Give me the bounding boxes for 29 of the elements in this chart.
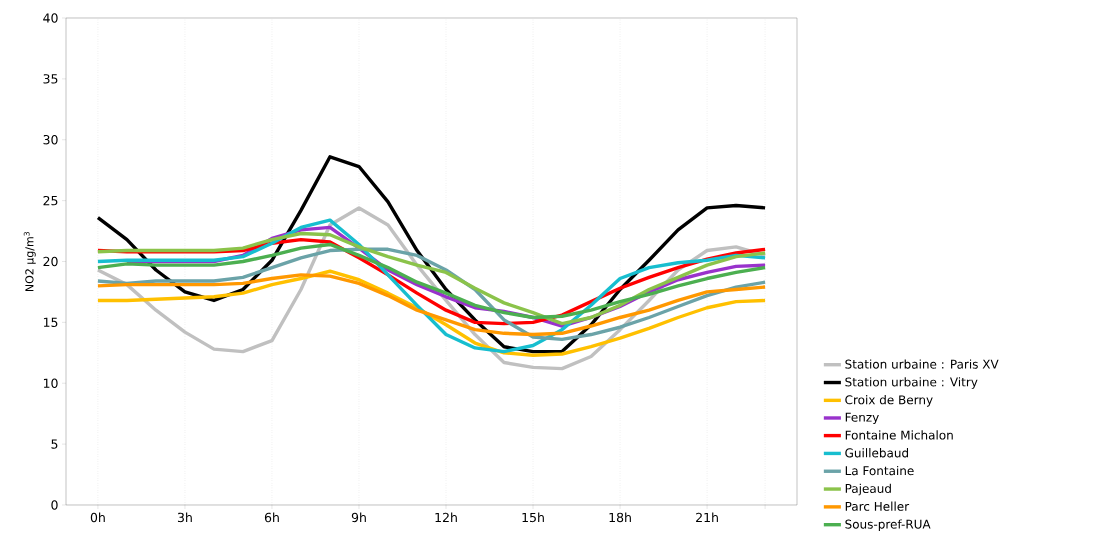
y-axis-title: NO2 µg/m$^{3}$ — [23, 232, 36, 291]
x-tick-label: 0h — [90, 512, 105, 523]
y-tick-label: 0 — [51, 500, 58, 510]
legend-label: Station urbaine : Paris XV — [845, 359, 999, 369]
y-tick-label: 10 — [43, 378, 58, 388]
x-tick-label: 21h — [696, 512, 718, 523]
y-tick-label: 25 — [43, 195, 58, 206]
y-tick-label: 35 — [43, 74, 58, 84]
y-tick-label: 40 — [43, 13, 58, 23]
x-tick-label: 15h — [522, 512, 544, 523]
legend-label: Fenzy — [845, 412, 879, 425]
legend-label: Sous-pref-RUA — [845, 519, 931, 531]
x-tick-label: 12h — [435, 512, 457, 523]
legend-label: Station urbaine : Vitry — [845, 377, 978, 389]
legend-label: Pajeaud — [845, 483, 891, 496]
legend-label: La Fontaine — [845, 465, 914, 476]
legend-label: Guillebaud — [845, 448, 909, 458]
legend-label: Parc Heller — [845, 501, 910, 511]
y-tick-label: 15 — [43, 317, 58, 327]
x-tick-label: 18h — [609, 512, 631, 523]
y-tick-label: 30 — [43, 135, 58, 145]
y-tick-label: 20 — [43, 256, 58, 267]
x-tick-label: 9h — [351, 512, 366, 523]
x-tick-label: 6h — [264, 512, 279, 523]
legend-label: Croix de Berny — [845, 395, 933, 407]
line-series — [96, 269, 767, 357]
y-tick-label: 5 — [51, 439, 58, 449]
legend-label: Fontaine Michalon — [845, 430, 953, 440]
x-tick-label: 3h — [177, 512, 192, 523]
